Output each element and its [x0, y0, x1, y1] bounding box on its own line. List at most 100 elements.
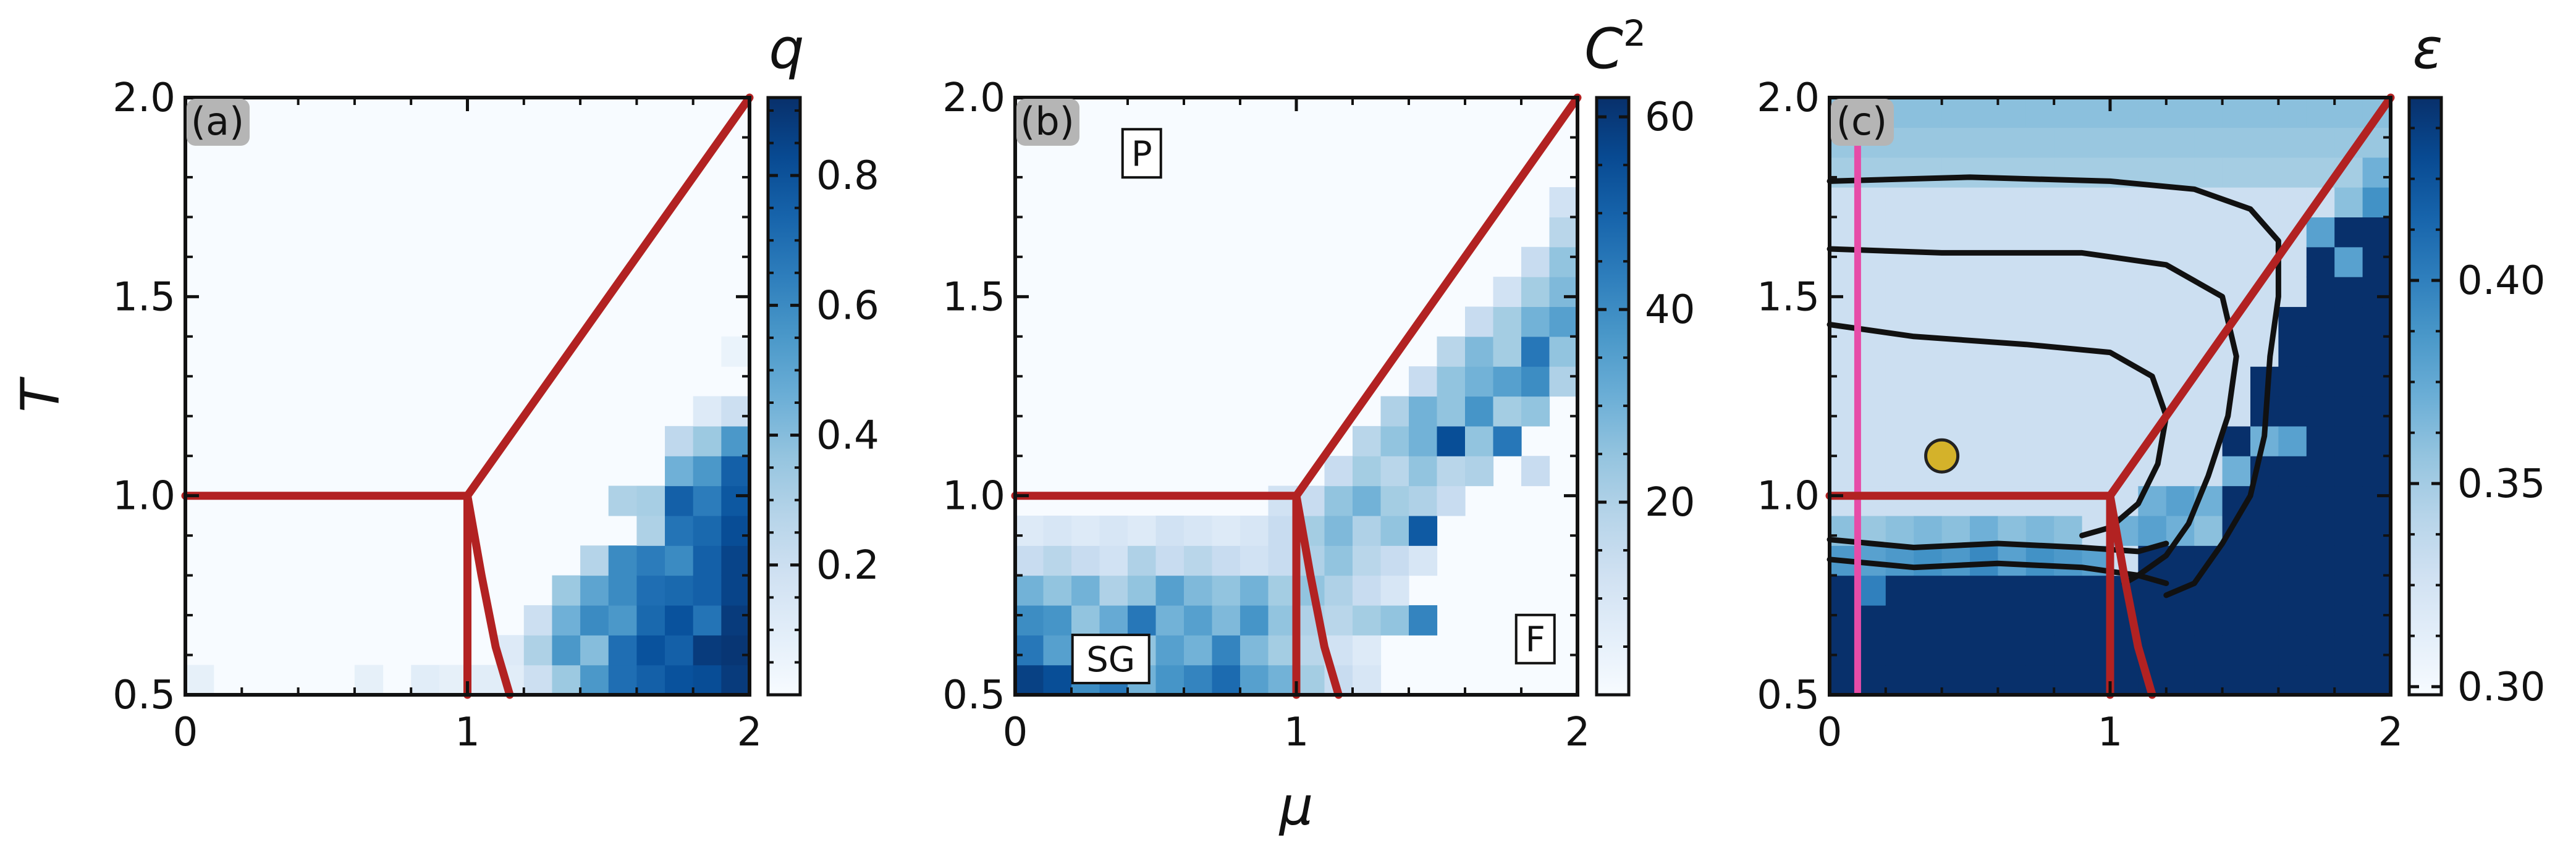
heatmap-cell — [1324, 545, 1353, 576]
heatmap-cell — [2278, 157, 2307, 188]
heatmap-cell — [2054, 366, 2083, 397]
heatmap-cell — [2250, 665, 2279, 695]
heatmap-cell — [2250, 635, 2279, 666]
heatmap-cell — [636, 665, 665, 695]
heatmap-cell — [1970, 98, 1998, 128]
heatmap-cell — [2138, 306, 2167, 337]
panel-label: (c) — [1836, 99, 1887, 144]
heatmap-cell — [2054, 187, 2083, 217]
heatmap-cell — [2138, 187, 2167, 217]
heatmap-cell — [1885, 485, 1914, 516]
heatmap-cell — [2306, 336, 2335, 367]
heatmap-cell — [1409, 545, 1438, 576]
heatmap-cell — [1240, 635, 1269, 666]
y-tick-label: 1.0 — [942, 474, 1005, 519]
y-axis-title: T — [10, 376, 72, 413]
heatmap-cell — [1549, 187, 1578, 217]
heatmap-cell — [1941, 217, 1970, 248]
heatmap-cell — [1324, 485, 1353, 516]
heatmap-cell — [1941, 575, 1970, 606]
heatmap-cell — [1970, 217, 1998, 248]
heatmap-cell — [2110, 127, 2139, 158]
heatmap-cell — [608, 665, 637, 695]
heatmap-cell — [2306, 545, 2335, 576]
heatmap-cell — [2025, 426, 2054, 456]
phase-boundary-line — [463, 93, 754, 500]
heatmap-cell — [1043, 635, 1072, 666]
heatmap-cell — [523, 635, 553, 666]
colorbar-title-base: q — [769, 17, 804, 82]
heatmap-cell — [1830, 635, 1858, 666]
heatmap-cell — [2194, 515, 2223, 546]
heatmap-cell — [2166, 98, 2195, 128]
colorbar — [1595, 96, 1631, 697]
heatmap-cell — [2334, 396, 2363, 427]
heatmap-cell — [2025, 217, 2054, 248]
panel-label-box — [1016, 99, 1079, 146]
heatmap-cell — [721, 485, 750, 516]
y-tick-label: 1.5 — [112, 274, 175, 320]
heatmap-cell — [2082, 187, 2111, 217]
heatmap-cell — [1885, 575, 1914, 606]
heatmap-cell — [1324, 515, 1353, 546]
heatmap-cell — [1521, 336, 1550, 367]
heatmap-cell — [1885, 157, 1914, 188]
heatmap-cell — [1437, 366, 1466, 397]
heatmap-cell — [1885, 217, 1914, 248]
heatmap-cell — [1240, 515, 1269, 546]
heatmap-cell — [1914, 277, 1943, 308]
heatmap-cell — [2054, 98, 2083, 128]
axes-layer — [184, 96, 2392, 697]
heatmap-cell — [1353, 665, 1382, 695]
heatmap-cell — [1493, 366, 1522, 397]
heatmap-cell — [1353, 605, 1382, 636]
heatmap-cell — [1240, 545, 1269, 576]
heatmap-cell — [1885, 605, 1914, 636]
heatmap-cell — [1099, 545, 1128, 576]
heatmap-cell — [2362, 575, 2391, 606]
heatmap-cell — [2334, 246, 2363, 277]
heatmap-cell — [2054, 306, 2083, 337]
heatmap-cell — [2194, 306, 2223, 337]
heatmap-cell — [1885, 426, 1914, 456]
heatmap-cell — [2082, 456, 2111, 487]
heatmap-cell — [721, 665, 750, 695]
heatmap-cell — [1885, 515, 1914, 546]
heatmap-cell — [2082, 306, 2111, 337]
heatmap-cell — [1015, 665, 1044, 695]
heatmap-cell — [1071, 575, 1100, 606]
heatmap-cell — [1830, 426, 1858, 456]
heatmap-cell — [2362, 246, 2391, 277]
heatmap-cell — [636, 605, 665, 636]
heatmap-cell — [1268, 605, 1297, 636]
heatmap-cell — [1914, 157, 1943, 188]
heatmap-cell — [1970, 366, 1998, 397]
heatmap-cell — [2278, 545, 2307, 576]
heatmap-cell — [1941, 485, 1970, 516]
heatmap-cell — [2082, 665, 2111, 695]
heatmap-cell — [2362, 217, 2391, 248]
heatmap-cell — [721, 515, 750, 546]
heatmap-cell — [580, 575, 609, 606]
heatmap-cell — [2166, 605, 2195, 636]
heatmap-cell — [1941, 277, 1970, 308]
heatmap-cell — [467, 665, 496, 695]
heatmap-cell — [1830, 277, 1858, 308]
heatmap-cell — [2166, 217, 2195, 248]
heatmap-cell — [2194, 635, 2223, 666]
heatmap-cell — [1941, 665, 1970, 695]
heatmap-cell — [354, 665, 384, 695]
heatmap-cell — [1970, 187, 1998, 217]
heatmap-cell — [608, 575, 637, 606]
heatmap-cell — [1941, 515, 1970, 546]
heatmap-cell — [1353, 456, 1382, 487]
heatmap-cell — [2166, 336, 2195, 367]
heatmap-cell — [2082, 605, 2111, 636]
y-tick-label: 1.5 — [1757, 274, 1820, 320]
heatmap-cell — [552, 605, 581, 636]
x-tick-label: 0 — [1003, 710, 1028, 755]
heatmap-cell — [2222, 456, 2251, 487]
heatmap-cell — [1353, 635, 1382, 666]
y-tick-label: 1.0 — [1757, 474, 1820, 519]
heatmap-cell — [2362, 605, 2391, 636]
